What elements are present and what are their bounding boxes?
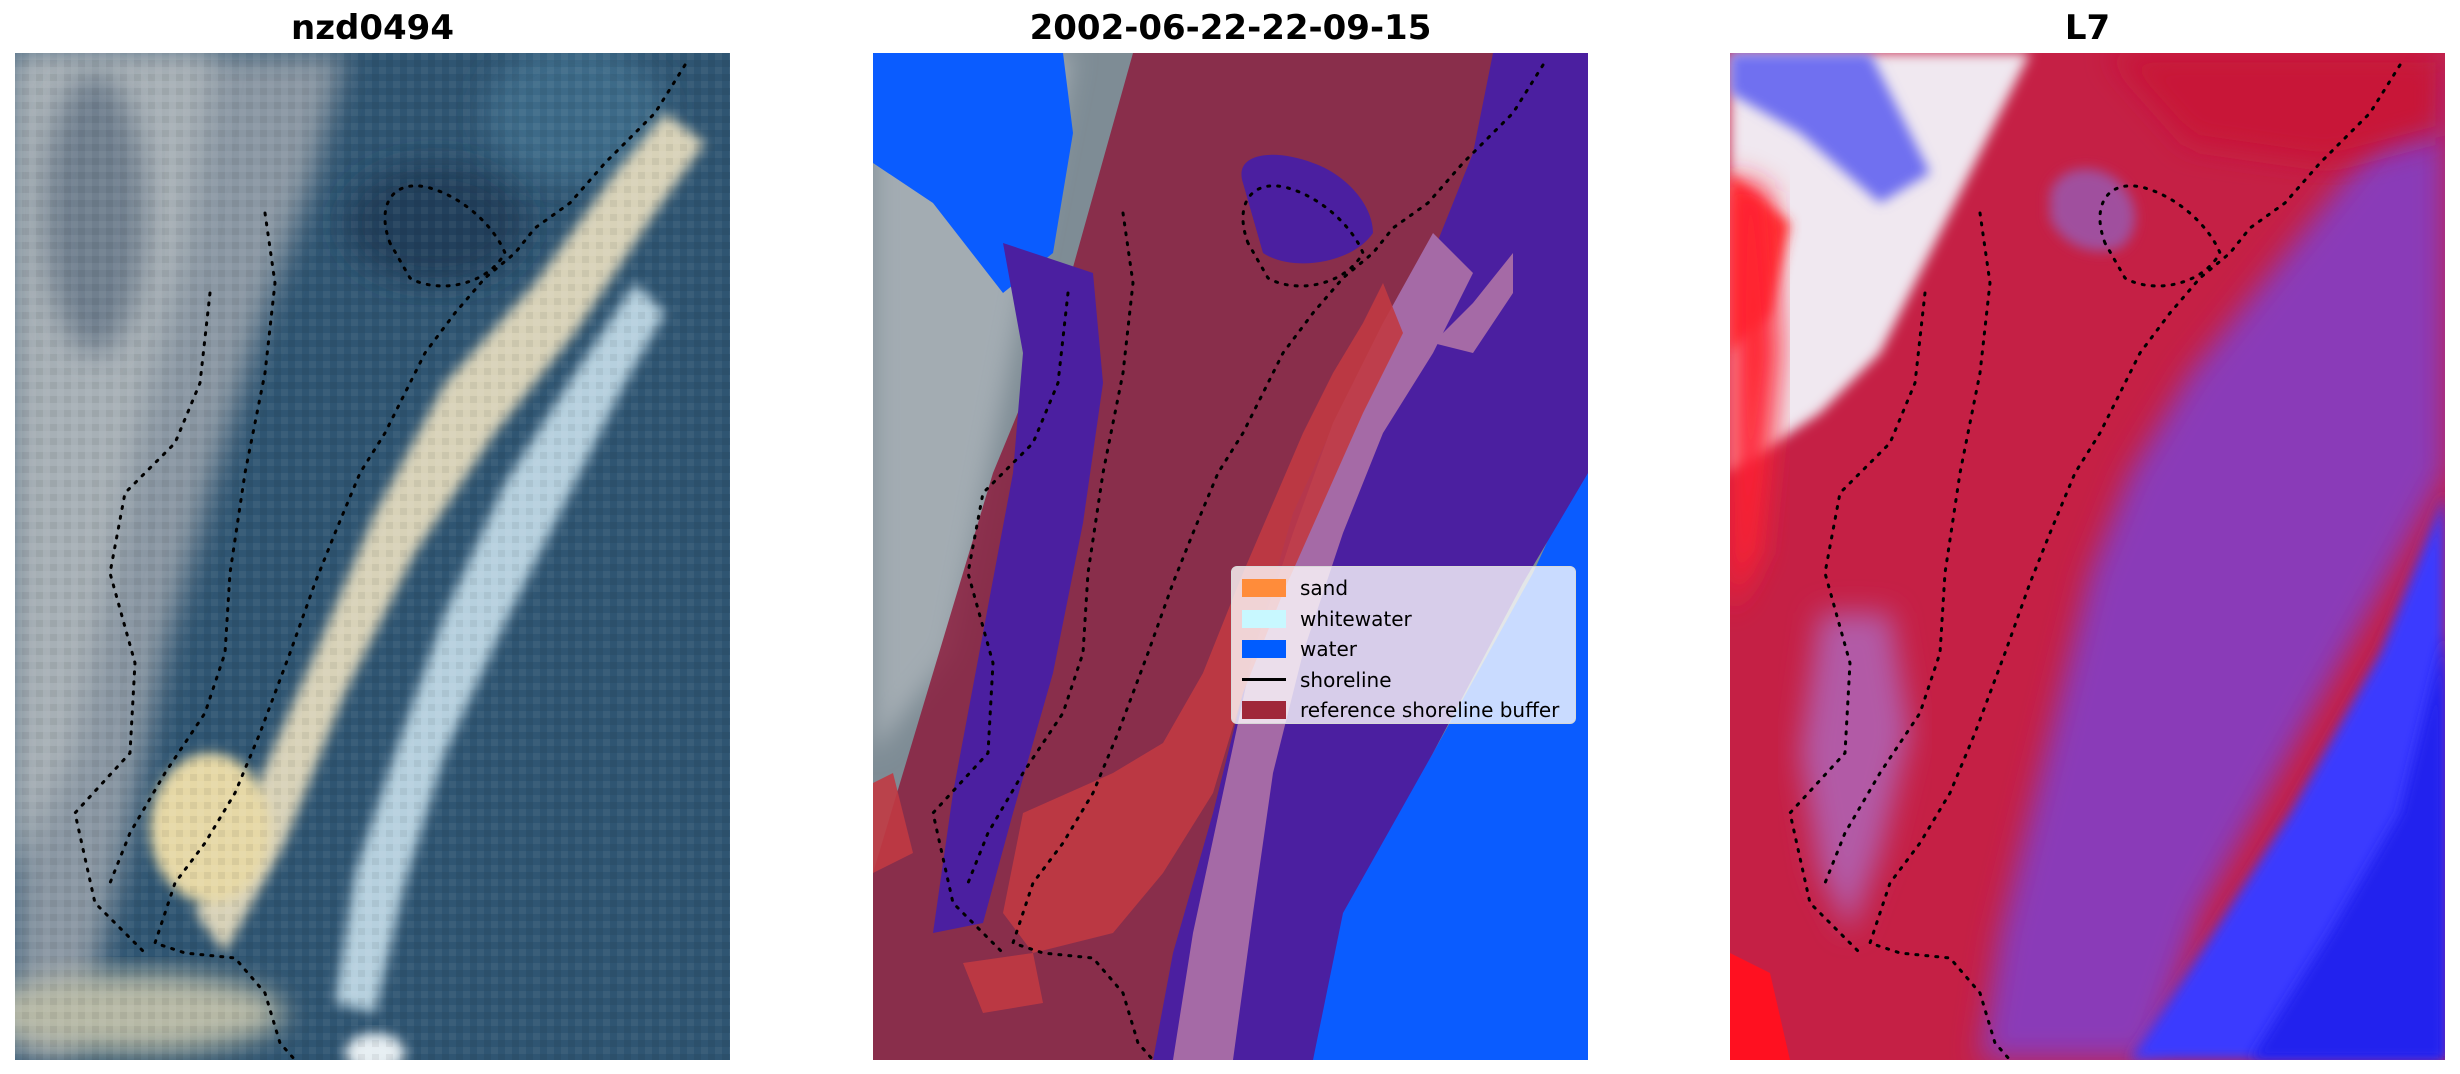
rgb-image-panel xyxy=(15,53,730,1060)
classification-map xyxy=(873,53,1588,1060)
index-map xyxy=(1730,53,2445,1060)
legend: sand whitewater water shoreline referenc… xyxy=(1231,566,1576,724)
index-panel xyxy=(1730,53,2445,1060)
legend-label-sand: sand xyxy=(1300,576,1349,601)
legend-item-reference-buffer: reference shoreline buffer xyxy=(1242,695,1565,726)
legend-item-water: water xyxy=(1242,634,1565,665)
legend-item-sand: sand xyxy=(1242,573,1565,604)
legend-item-whitewater: whitewater xyxy=(1242,604,1565,635)
whitewater-swatch xyxy=(1242,609,1286,628)
reference-buffer-swatch xyxy=(1242,701,1286,720)
shoreline-line-swatch xyxy=(1242,678,1286,682)
legend-label-whitewater: whitewater xyxy=(1300,606,1412,631)
water-swatch xyxy=(1242,640,1286,659)
legend-label-shoreline: shoreline xyxy=(1300,667,1392,692)
rgb-satellite-image xyxy=(15,53,730,1060)
shoreline-dotted-line xyxy=(153,63,687,1060)
panel-title-classification: 2002-06-22-22-09-15 xyxy=(1029,8,1432,48)
panel-title-rgb: nzd0494 xyxy=(291,8,454,48)
legend-label-reference-buffer: reference shoreline buffer xyxy=(1300,698,1560,723)
sand-swatch xyxy=(1242,579,1286,598)
panel-title-index: L7 xyxy=(2064,8,2111,48)
legend-item-shoreline: shoreline xyxy=(1242,665,1565,696)
legend-label-water: water xyxy=(1300,637,1357,662)
classification-panel xyxy=(873,53,1588,1060)
